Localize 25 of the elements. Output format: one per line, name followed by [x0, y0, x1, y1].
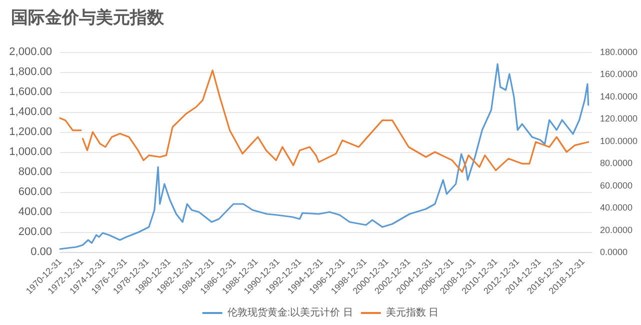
y-tick-label: 600.00 — [18, 186, 52, 198]
y2-tick-label: 40.0000 — [600, 202, 633, 213]
y2-tick-label: 180.0000 — [600, 47, 638, 57]
y2-tick-label: 120.0000 — [600, 114, 638, 124]
legend-label: 伦敦现货黄金:以美元计价 日 — [227, 306, 353, 318]
legend-label: 美元指数 日 — [386, 306, 439, 318]
y-tick-label: 2,000.00 — [9, 46, 52, 58]
chart-title: 国际金价与美元指数 — [11, 8, 165, 27]
y-tick-label: 1,600.00 — [9, 86, 52, 98]
y2-tick-label: 100.0000 — [600, 136, 638, 146]
y2-tick-label: 160.0000 — [600, 69, 638, 80]
y2-tick-label: 80.0000 — [600, 158, 633, 168]
y-tick-label: 200.00 — [18, 226, 52, 238]
y-tick-label: 1,800.00 — [9, 66, 52, 78]
y2-tick-label: 20.0000 — [600, 224, 633, 235]
y2-tick-label: 60.0000 — [600, 180, 633, 190]
y-tick-label: 0.00 — [30, 246, 52, 258]
y2-tick-label: 140.0000 — [600, 91, 638, 102]
y-tick-label: 400.00 — [18, 206, 52, 218]
y-tick-label: 800.00 — [18, 166, 52, 178]
y-tick-label: 1,400.00 — [9, 106, 52, 118]
line-series — [59, 63, 590, 250]
y-tick-label: 1,200.00 — [9, 126, 52, 138]
y2-tick-label: 0.0000 — [600, 247, 628, 257]
y-tick-label: 1,000.00 — [9, 146, 52, 158]
